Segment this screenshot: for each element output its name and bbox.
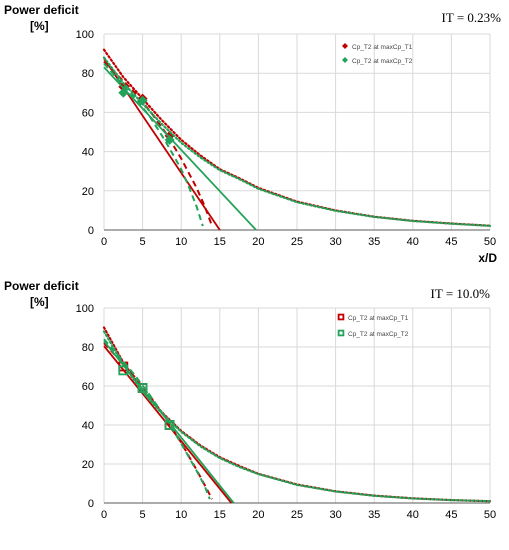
- legend-marker-0: [342, 43, 348, 49]
- data-point: [118, 87, 129, 98]
- x-tick-label: 10: [175, 509, 187, 521]
- y-tick-labels: 0 20 40 60 80 100: [76, 303, 94, 510]
- y-tick-label: 20: [82, 459, 94, 471]
- x-tick-label: 30: [329, 236, 341, 248]
- y-tick-label: 40: [82, 420, 94, 432]
- x-tick-label: 10: [175, 236, 187, 248]
- legend-marker-shape: [342, 43, 348, 49]
- y-axis-unit: [%]: [30, 295, 49, 309]
- y-tick-label: 80: [82, 342, 94, 354]
- y-tick-label: 0: [88, 498, 94, 510]
- x-tick-label: 45: [445, 236, 457, 248]
- y-tick-label: 60: [82, 107, 94, 119]
- legend-entry-0: Cp_T2 at maxCp_T1: [337, 313, 409, 322]
- linear-fit-line: [103, 340, 235, 504]
- legend-label-0: Cp_T2 at maxCp_T1: [352, 44, 413, 51]
- x-tick-labels: 0 5 10 15 20 25 30 35 40 45 50: [101, 236, 496, 248]
- x-tick-label: 45: [445, 509, 457, 521]
- x-tick-label: 50: [484, 509, 496, 521]
- legend-entry-1: Cp_T2 at maxCp_T2: [337, 329, 409, 338]
- legend-marker-0: [337, 313, 345, 321]
- x-tick-labels: 0 5 10 15 20 25 30 35 40 45 50: [101, 509, 496, 521]
- legend-label-0: Cp_T2 at maxCp_T1: [348, 315, 409, 322]
- x-tick-label: 20: [252, 236, 264, 248]
- data-point: [164, 420, 175, 430]
- legend-entry-1: Cp_T2 at maxCp_T2: [342, 57, 413, 65]
- y-tick-label: 100: [76, 303, 94, 315]
- linear-fit-line: [103, 345, 233, 504]
- linear-fit-line: [103, 66, 257, 231]
- y-tick-label: 0: [88, 225, 94, 237]
- x-tick-label: 50: [484, 236, 496, 248]
- series: [102, 326, 492, 504]
- series-1: [102, 56, 492, 231]
- series-1: [102, 330, 492, 504]
- y-tick-labels: 0 20 40 60 80 100: [76, 29, 94, 237]
- legend-marker-shape: [342, 57, 348, 63]
- grid: [103, 33, 491, 230]
- grid: [103, 307, 491, 503]
- legend-marker-1: [337, 329, 345, 337]
- x-tick-label: 35: [368, 509, 380, 521]
- y-axis-label: Power deficit: [4, 3, 79, 17]
- x-tick-label: 0: [101, 509, 107, 521]
- y-tick-label: 40: [82, 147, 94, 159]
- data-point: [137, 383, 148, 393]
- legend: Cp_T2 at maxCp_T1 Cp_T2 at maxCp_T2: [337, 313, 409, 338]
- legend-entry-0: Cp_T2 at maxCp_T1: [342, 43, 413, 51]
- y-axis-unit: [%]: [30, 19, 49, 33]
- x-tick-label: 0: [101, 236, 107, 248]
- data-point: [164, 134, 175, 145]
- chart-it-023: Power deficit [%] IT = 0.23% x/D 0 5 10 15 2…: [4, 3, 501, 265]
- x-tick-label: 5: [140, 236, 146, 248]
- y-tick-label: 60: [82, 381, 94, 393]
- x-tick-label: 40: [407, 236, 419, 248]
- x-axis-label: x/D: [478, 251, 497, 265]
- exponential-fit-line: [102, 330, 492, 503]
- x-tick-label: 20: [252, 509, 264, 521]
- y-tick-label: 80: [82, 68, 94, 80]
- x-tick-label: 15: [214, 509, 226, 521]
- y-axis-label: Power deficit: [4, 279, 79, 293]
- x-tick-label: 15: [214, 236, 226, 248]
- data-point: [137, 95, 148, 106]
- legend-marker-shape: [337, 313, 345, 321]
- legend-label-1: Cp_T2 at maxCp_T2: [348, 331, 409, 338]
- chart-title: IT = 10.0%: [431, 286, 491, 301]
- series: [102, 48, 492, 231]
- exponential-fit-line: [102, 56, 492, 227]
- legend: Cp_T2 at maxCp_T1 Cp_T2 at maxCp_T2: [342, 43, 413, 65]
- x-tick-label: 30: [329, 509, 341, 521]
- x-tick-label: 25: [291, 509, 303, 521]
- chart-title: IT = 0.23%: [442, 10, 502, 25]
- x-tick-label: 25: [291, 236, 303, 248]
- y-tick-label: 100: [76, 29, 94, 41]
- x-tick-label: 35: [368, 236, 380, 248]
- y-tick-label: 20: [82, 186, 94, 198]
- chart-it-100: Power deficit [%] IT = 10.0% 0 5 10 15 20 25 3…: [4, 279, 496, 521]
- data-point: [118, 365, 129, 376]
- x-tick-label: 5: [140, 509, 146, 521]
- legend-marker-shape: [337, 329, 345, 337]
- quadratic-fit-line: [103, 62, 204, 227]
- legend-label-1: Cp_T2 at maxCp_T2: [352, 58, 413, 65]
- x-tick-label: 40: [407, 509, 419, 521]
- legend-marker-1: [342, 57, 348, 63]
